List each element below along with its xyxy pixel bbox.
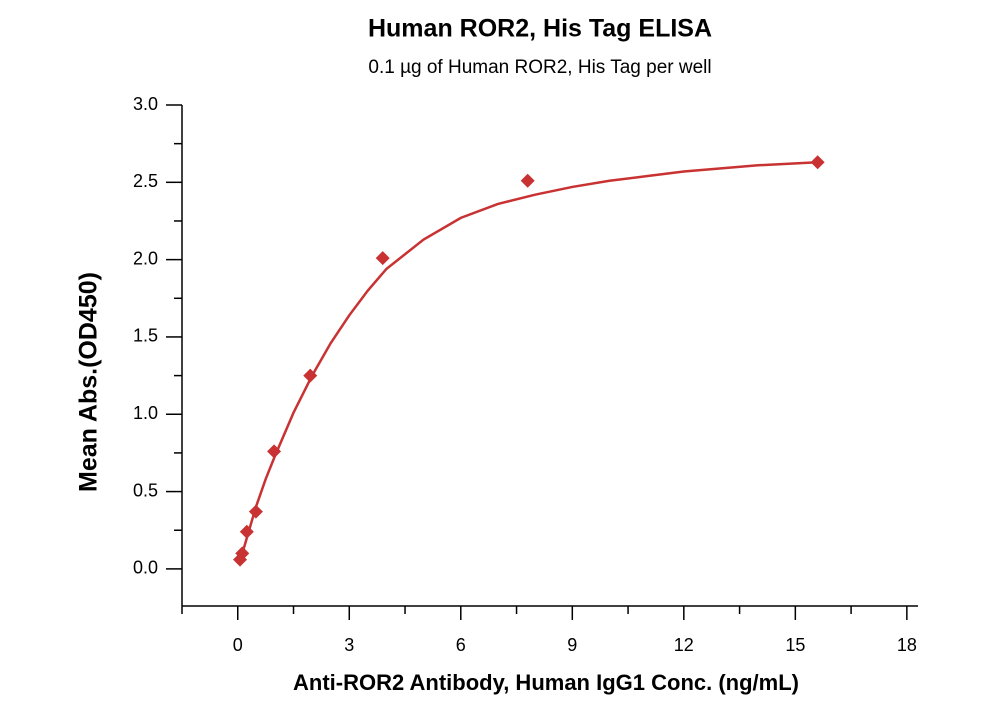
data-point: [520, 173, 535, 188]
data-point: [239, 524, 254, 539]
y-tick-label: 3.0: [133, 94, 158, 114]
data-point: [267, 444, 282, 459]
x-tick-label: 9: [567, 635, 577, 655]
y-tick-label: 1.5: [133, 326, 158, 346]
x-tick-label: 0: [233, 635, 243, 655]
x-tick-label: 15: [785, 635, 805, 655]
data-point: [235, 546, 250, 561]
y-tick-label: 0.5: [133, 480, 158, 500]
x-tick-label: 18: [897, 635, 917, 655]
y-tick-label: 2.5: [133, 171, 158, 191]
chart-subtitle: 0.1 µg of Human ROR2, His Tag per well: [368, 57, 711, 78]
y-tick-label: 2.0: [133, 248, 158, 268]
x-tick-label: 6: [456, 635, 466, 655]
x-tick-label: 3: [344, 635, 354, 655]
data-point: [303, 368, 318, 383]
data-point: [810, 155, 825, 170]
x-axis-label: Anti-ROR2 Antibody, Human IgG1 Conc. (ng…: [293, 670, 799, 695]
y-tick-label: 1.0: [133, 403, 158, 423]
y-axis-label: Mean Abs.(OD450): [75, 272, 103, 492]
x-tick-label: 12: [674, 635, 694, 655]
y-tick-label: 0.0: [133, 558, 158, 578]
data-point: [375, 251, 390, 266]
chart-title: Human ROR2, His Tag ELISA: [368, 15, 712, 43]
fit-curve: [238, 160, 818, 562]
data-point: [248, 504, 263, 519]
